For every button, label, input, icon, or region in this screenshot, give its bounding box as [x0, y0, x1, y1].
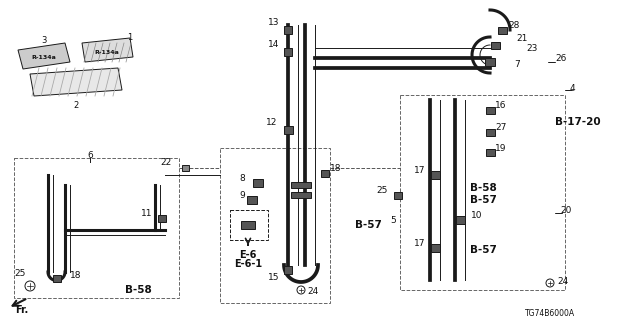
- Text: 17: 17: [413, 238, 425, 247]
- Bar: [431, 171, 440, 179]
- Bar: [291, 192, 311, 198]
- Text: B-17-20: B-17-20: [555, 117, 600, 127]
- Bar: [431, 244, 440, 252]
- Text: B-57: B-57: [470, 245, 497, 255]
- Text: 18: 18: [330, 164, 342, 172]
- Text: 24: 24: [557, 276, 568, 285]
- Text: Fr.: Fr.: [15, 305, 29, 315]
- Text: 19: 19: [495, 143, 506, 153]
- Text: 9: 9: [239, 190, 245, 199]
- Bar: [247, 196, 257, 204]
- Bar: [400, 95, 565, 290]
- Bar: [485, 58, 495, 66]
- Text: R-134a: R-134a: [31, 54, 56, 60]
- Text: 25: 25: [376, 186, 388, 195]
- Text: 17: 17: [413, 165, 425, 174]
- Text: TG74B6000A: TG74B6000A: [525, 308, 575, 317]
- Text: 24: 24: [307, 287, 318, 297]
- Text: B-58: B-58: [125, 285, 152, 295]
- Bar: [241, 221, 255, 229]
- Text: 25: 25: [14, 268, 26, 277]
- Text: 26: 26: [555, 53, 566, 62]
- Text: 10: 10: [471, 211, 483, 220]
- Text: E-6: E-6: [239, 250, 257, 260]
- Circle shape: [25, 281, 35, 291]
- Text: B-57: B-57: [470, 195, 497, 205]
- Text: 7: 7: [514, 60, 520, 68]
- Circle shape: [297, 286, 305, 294]
- Polygon shape: [30, 68, 122, 96]
- Bar: [14, 158, 179, 298]
- Text: 1: 1: [127, 33, 132, 42]
- Bar: [486, 107, 495, 114]
- Bar: [490, 42, 499, 49]
- Bar: [284, 26, 292, 34]
- Bar: [284, 126, 292, 134]
- Text: 2: 2: [74, 100, 79, 109]
- Text: 28: 28: [508, 20, 520, 29]
- Text: 14: 14: [268, 39, 279, 49]
- Bar: [486, 129, 495, 135]
- Bar: [230, 210, 268, 240]
- Text: 21: 21: [516, 34, 527, 43]
- Bar: [284, 266, 292, 274]
- Text: 4: 4: [570, 84, 575, 92]
- Text: 11: 11: [141, 209, 152, 218]
- Text: 15: 15: [268, 273, 279, 282]
- Bar: [53, 275, 61, 282]
- Bar: [456, 216, 465, 224]
- Bar: [182, 165, 189, 171]
- Text: 5: 5: [390, 215, 396, 225]
- Text: 8: 8: [239, 173, 245, 182]
- Bar: [253, 179, 263, 187]
- Bar: [394, 191, 402, 198]
- Text: B-58: B-58: [470, 183, 497, 193]
- Text: 20: 20: [560, 205, 572, 214]
- Bar: [220, 148, 330, 303]
- Bar: [284, 48, 292, 56]
- Polygon shape: [18, 43, 70, 69]
- Text: 13: 13: [268, 18, 279, 27]
- Bar: [486, 148, 495, 156]
- Bar: [497, 27, 506, 34]
- Text: R-134a: R-134a: [95, 50, 120, 54]
- Text: 27: 27: [495, 123, 506, 132]
- Text: 6: 6: [87, 150, 93, 159]
- Text: 18: 18: [70, 271, 81, 281]
- Circle shape: [546, 279, 554, 287]
- Text: 3: 3: [42, 36, 47, 44]
- Bar: [158, 214, 166, 221]
- Text: 23: 23: [526, 44, 538, 52]
- Text: B-57: B-57: [355, 220, 382, 230]
- Text: 22: 22: [161, 157, 172, 166]
- Text: E-6-1: E-6-1: [234, 259, 262, 269]
- Polygon shape: [82, 38, 133, 62]
- Bar: [321, 170, 329, 177]
- Text: 16: 16: [495, 100, 506, 109]
- Text: 12: 12: [266, 117, 277, 126]
- Bar: [291, 182, 311, 188]
